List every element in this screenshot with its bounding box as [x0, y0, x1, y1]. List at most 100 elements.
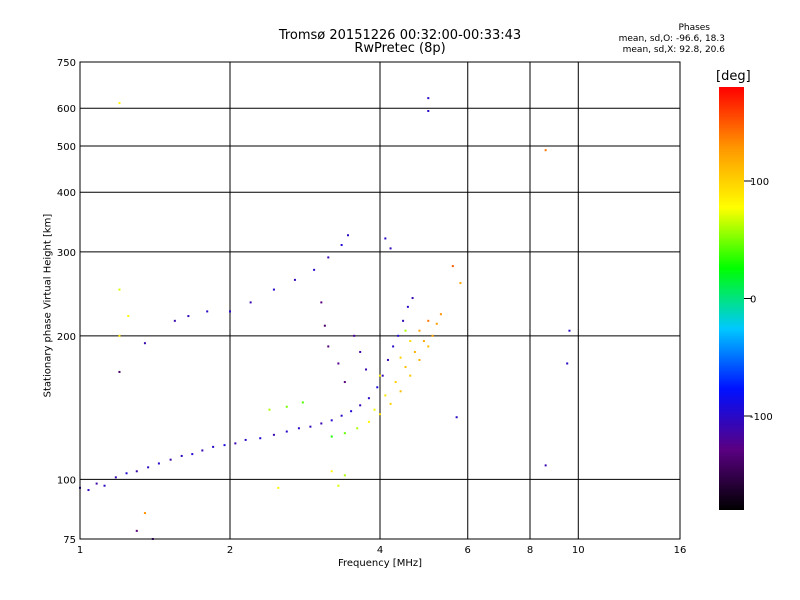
colorbar — [719, 87, 744, 510]
data-point — [356, 427, 359, 430]
data-point — [327, 345, 330, 348]
data-point — [404, 366, 407, 369]
y-tick-label: 200 — [57, 332, 76, 343]
data-point — [340, 244, 343, 247]
data-point — [340, 414, 343, 417]
data-point — [431, 334, 434, 337]
data-point — [320, 301, 323, 304]
data-point — [343, 474, 346, 477]
data-point — [427, 97, 430, 100]
data-point — [147, 466, 150, 469]
data-point — [384, 237, 387, 240]
x-axis-label: Frequency [MHz] — [337, 558, 423, 569]
data-point — [367, 397, 370, 400]
y-tick-label: 300 — [57, 248, 76, 259]
data-point — [411, 297, 414, 300]
data-point — [143, 342, 146, 345]
data-point — [285, 405, 288, 408]
y-tick-label: 100 — [57, 475, 76, 486]
data-point — [422, 340, 425, 343]
data-point — [118, 102, 121, 105]
data-point — [409, 374, 412, 377]
data-point — [376, 386, 379, 389]
data-point — [157, 462, 160, 465]
data-point — [350, 410, 353, 413]
data-point — [566, 362, 569, 365]
data-point — [118, 334, 121, 337]
x-tick-label: 6 — [465, 545, 471, 556]
data-point — [249, 301, 252, 304]
data-point — [301, 401, 304, 404]
data-point — [337, 484, 340, 487]
data-point — [399, 356, 402, 359]
data-point — [206, 310, 209, 313]
data-point — [399, 390, 402, 393]
data-point — [212, 445, 215, 448]
data-point — [427, 345, 430, 348]
colorbar-tick-label: 100 — [750, 177, 769, 188]
data-point — [135, 529, 138, 532]
plot-frame — [79, 61, 681, 540]
data-point — [389, 402, 392, 405]
data-point — [143, 512, 146, 515]
data-point — [389, 247, 392, 250]
phases-legend-o-mode: mean, sd,O: -96.6, 18.3 — [618, 34, 725, 44]
data-point — [406, 305, 409, 308]
data-point — [404, 329, 407, 332]
x-tick-label: 10 — [572, 545, 585, 556]
data-point — [384, 394, 387, 397]
data-point — [409, 340, 412, 343]
data-point — [187, 315, 190, 318]
data-point — [381, 374, 384, 377]
data-point — [330, 470, 333, 473]
data-point — [455, 416, 458, 419]
phases-legend-title: Phases — [678, 23, 710, 33]
colorbar-tick-label: -100 — [750, 412, 773, 423]
data-point — [392, 345, 395, 348]
data-point — [87, 489, 90, 492]
colorbar-unit-label: [deg] — [716, 69, 751, 84]
data-point — [234, 442, 237, 445]
chart-title-line2: RwPretec (8p) — [354, 41, 446, 56]
data-point — [330, 419, 333, 422]
data-point — [379, 374, 381, 377]
data-point — [568, 329, 571, 332]
data-point — [191, 453, 194, 456]
data-point — [544, 464, 547, 467]
x-tick-label: 4 — [377, 545, 383, 556]
data-point — [359, 350, 362, 353]
y-tick-label: 500 — [57, 142, 76, 153]
data-point — [118, 288, 121, 291]
data-point — [435, 322, 438, 325]
data-point — [353, 334, 356, 337]
data-point — [173, 319, 176, 322]
data-point — [439, 313, 442, 316]
y-tick-label: 75 — [63, 535, 76, 546]
y-tick-label: 600 — [57, 104, 76, 115]
data-point — [367, 420, 370, 423]
data-point — [223, 444, 226, 447]
data-point — [268, 408, 271, 411]
data-point — [259, 437, 262, 440]
data-point — [427, 110, 430, 113]
x-tick-label: 2 — [227, 545, 233, 556]
data-point — [169, 458, 172, 461]
data-point — [244, 438, 247, 441]
data-point — [103, 484, 106, 487]
data-point — [297, 427, 300, 430]
data-point — [418, 358, 421, 361]
data-point — [95, 482, 98, 485]
data-point — [313, 268, 316, 271]
data-point — [293, 278, 296, 281]
data-point — [544, 149, 547, 152]
data-point — [285, 430, 288, 433]
data-point — [135, 470, 138, 473]
data-point — [346, 234, 349, 237]
data-point — [330, 435, 333, 438]
data-point — [309, 425, 312, 428]
data-point — [118, 370, 121, 373]
data-point — [397, 334, 400, 337]
data-point — [114, 476, 117, 479]
chart-title-line1: Tromsø 20151226 00:32:00-00:33:43 — [278, 28, 522, 43]
